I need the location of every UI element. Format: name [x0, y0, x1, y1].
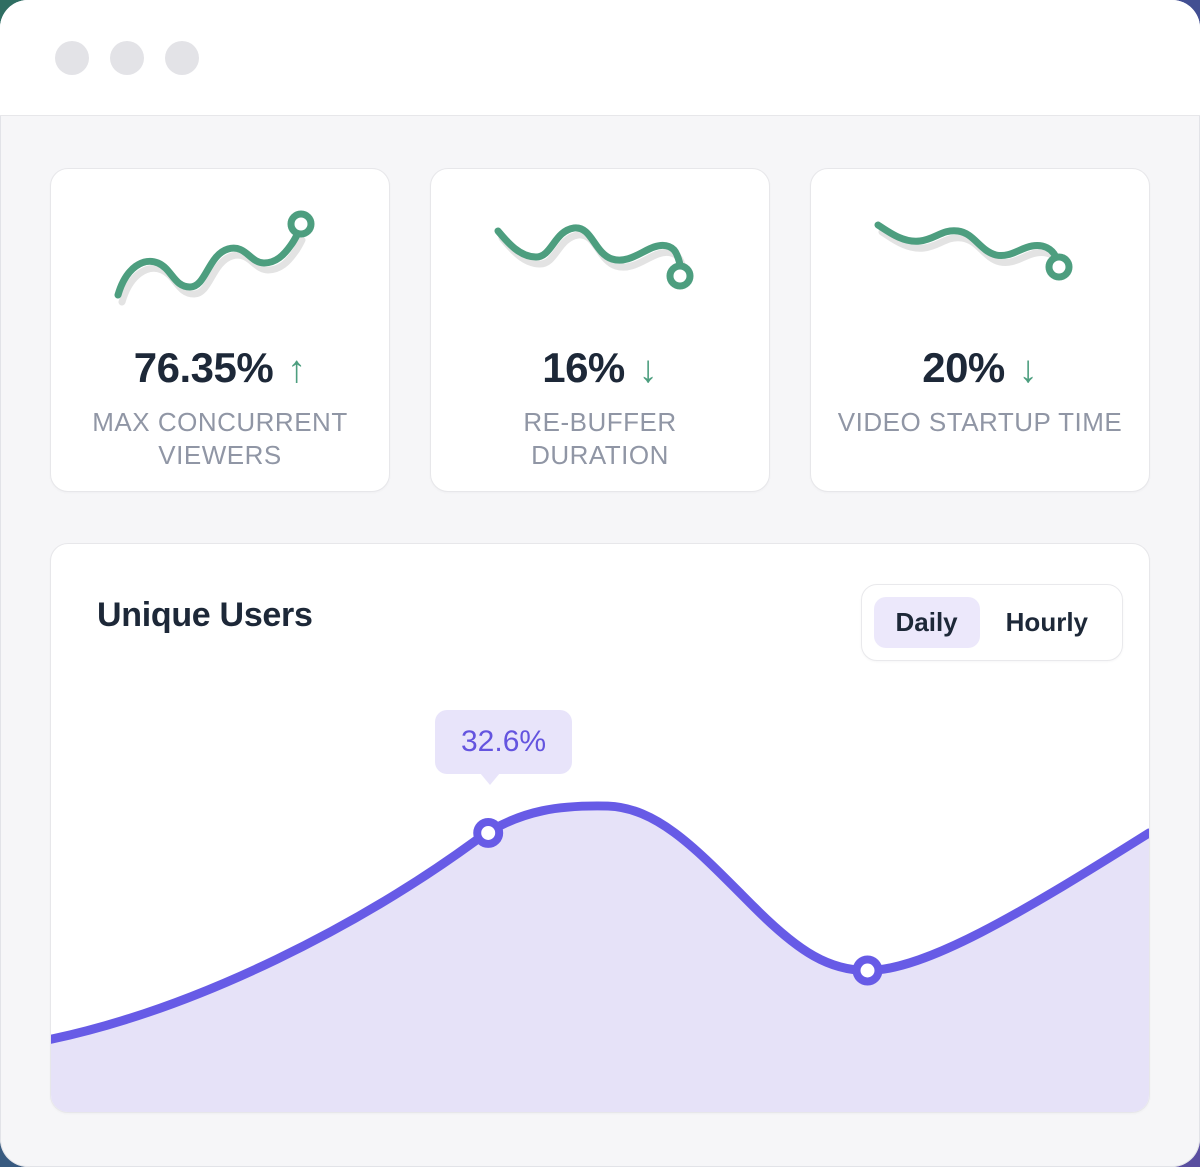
stat-value-row: 76.35% ↑ [134, 344, 306, 392]
sparkline-down-chart [874, 221, 1073, 281]
trend-down-arrow-icon: ↓ [1018, 349, 1038, 391]
sparkline-endpoint-dot [1045, 253, 1073, 281]
toggle-option-hourly[interactable]: Hourly [984, 597, 1110, 648]
unique-users-area-chart [51, 801, 1149, 1112]
stat-value: 76.35% [133, 344, 274, 391]
stat-value: 16% [542, 344, 625, 391]
stat-value: 20% [922, 344, 1005, 391]
unique-users-card: Unique Users Daily Hourly 32.6% [50, 543, 1150, 1113]
sparkline-endpoint-dot [666, 262, 694, 290]
toggle-option-daily[interactable]: Daily [873, 597, 980, 648]
stat-label: VIDEO STARTUP TIME [837, 407, 1123, 437]
trend-down-arrow-icon: ↓ [638, 349, 658, 391]
chart-data-point-1[interactable] [473, 818, 504, 848]
stat-label: MAX CONCURRENT VIEWERS [92, 407, 348, 471]
stat-card-video-startup-time: 20% ↓ VIDEO STARTUP TIME [810, 168, 1150, 492]
stat-card-re-buffer-duration: 16% ↓ RE-BUFFER DURATION [430, 168, 770, 492]
chart-tooltip: 32.6% [435, 710, 573, 785]
window-control-dot-2[interactable] [110, 40, 144, 75]
window-titlebar [0, 0, 1200, 116]
stat-value-row: 20% ↓ [922, 344, 1038, 392]
sparkline-endpoint-dot [287, 210, 315, 238]
interval-toggle: Daily Hourly [860, 584, 1123, 661]
unique-users-header: Unique Users Daily Hourly [51, 544, 1149, 661]
stats-row: 76.35% ↑ MAX CONCURRENT VIEWERS 16% ↓ RE… [50, 168, 1150, 492]
stat-label: RE-BUFFER DURATION [523, 407, 677, 471]
sparkline-up-chart [114, 210, 315, 306]
stat-value-row: 16% ↓ [542, 344, 658, 392]
dashboard-content: 76.35% ↑ MAX CONCURRENT VIEWERS 16% ↓ RE… [0, 116, 1200, 1167]
trend-up-arrow-icon: ↑ [287, 349, 307, 391]
sparkline-down-chart [494, 224, 694, 290]
window-control-dot-1[interactable] [55, 40, 89, 75]
chart-title: Unique Users [97, 596, 313, 634]
chart-tooltip-value: 32.6% [461, 725, 547, 758]
chart-data-point-2[interactable] [852, 955, 883, 986]
stat-card-max-concurrent-viewers: 76.35% ↑ MAX CONCURRENT VIEWERS [50, 168, 390, 492]
window-control-dot-3[interactable] [165, 40, 199, 75]
